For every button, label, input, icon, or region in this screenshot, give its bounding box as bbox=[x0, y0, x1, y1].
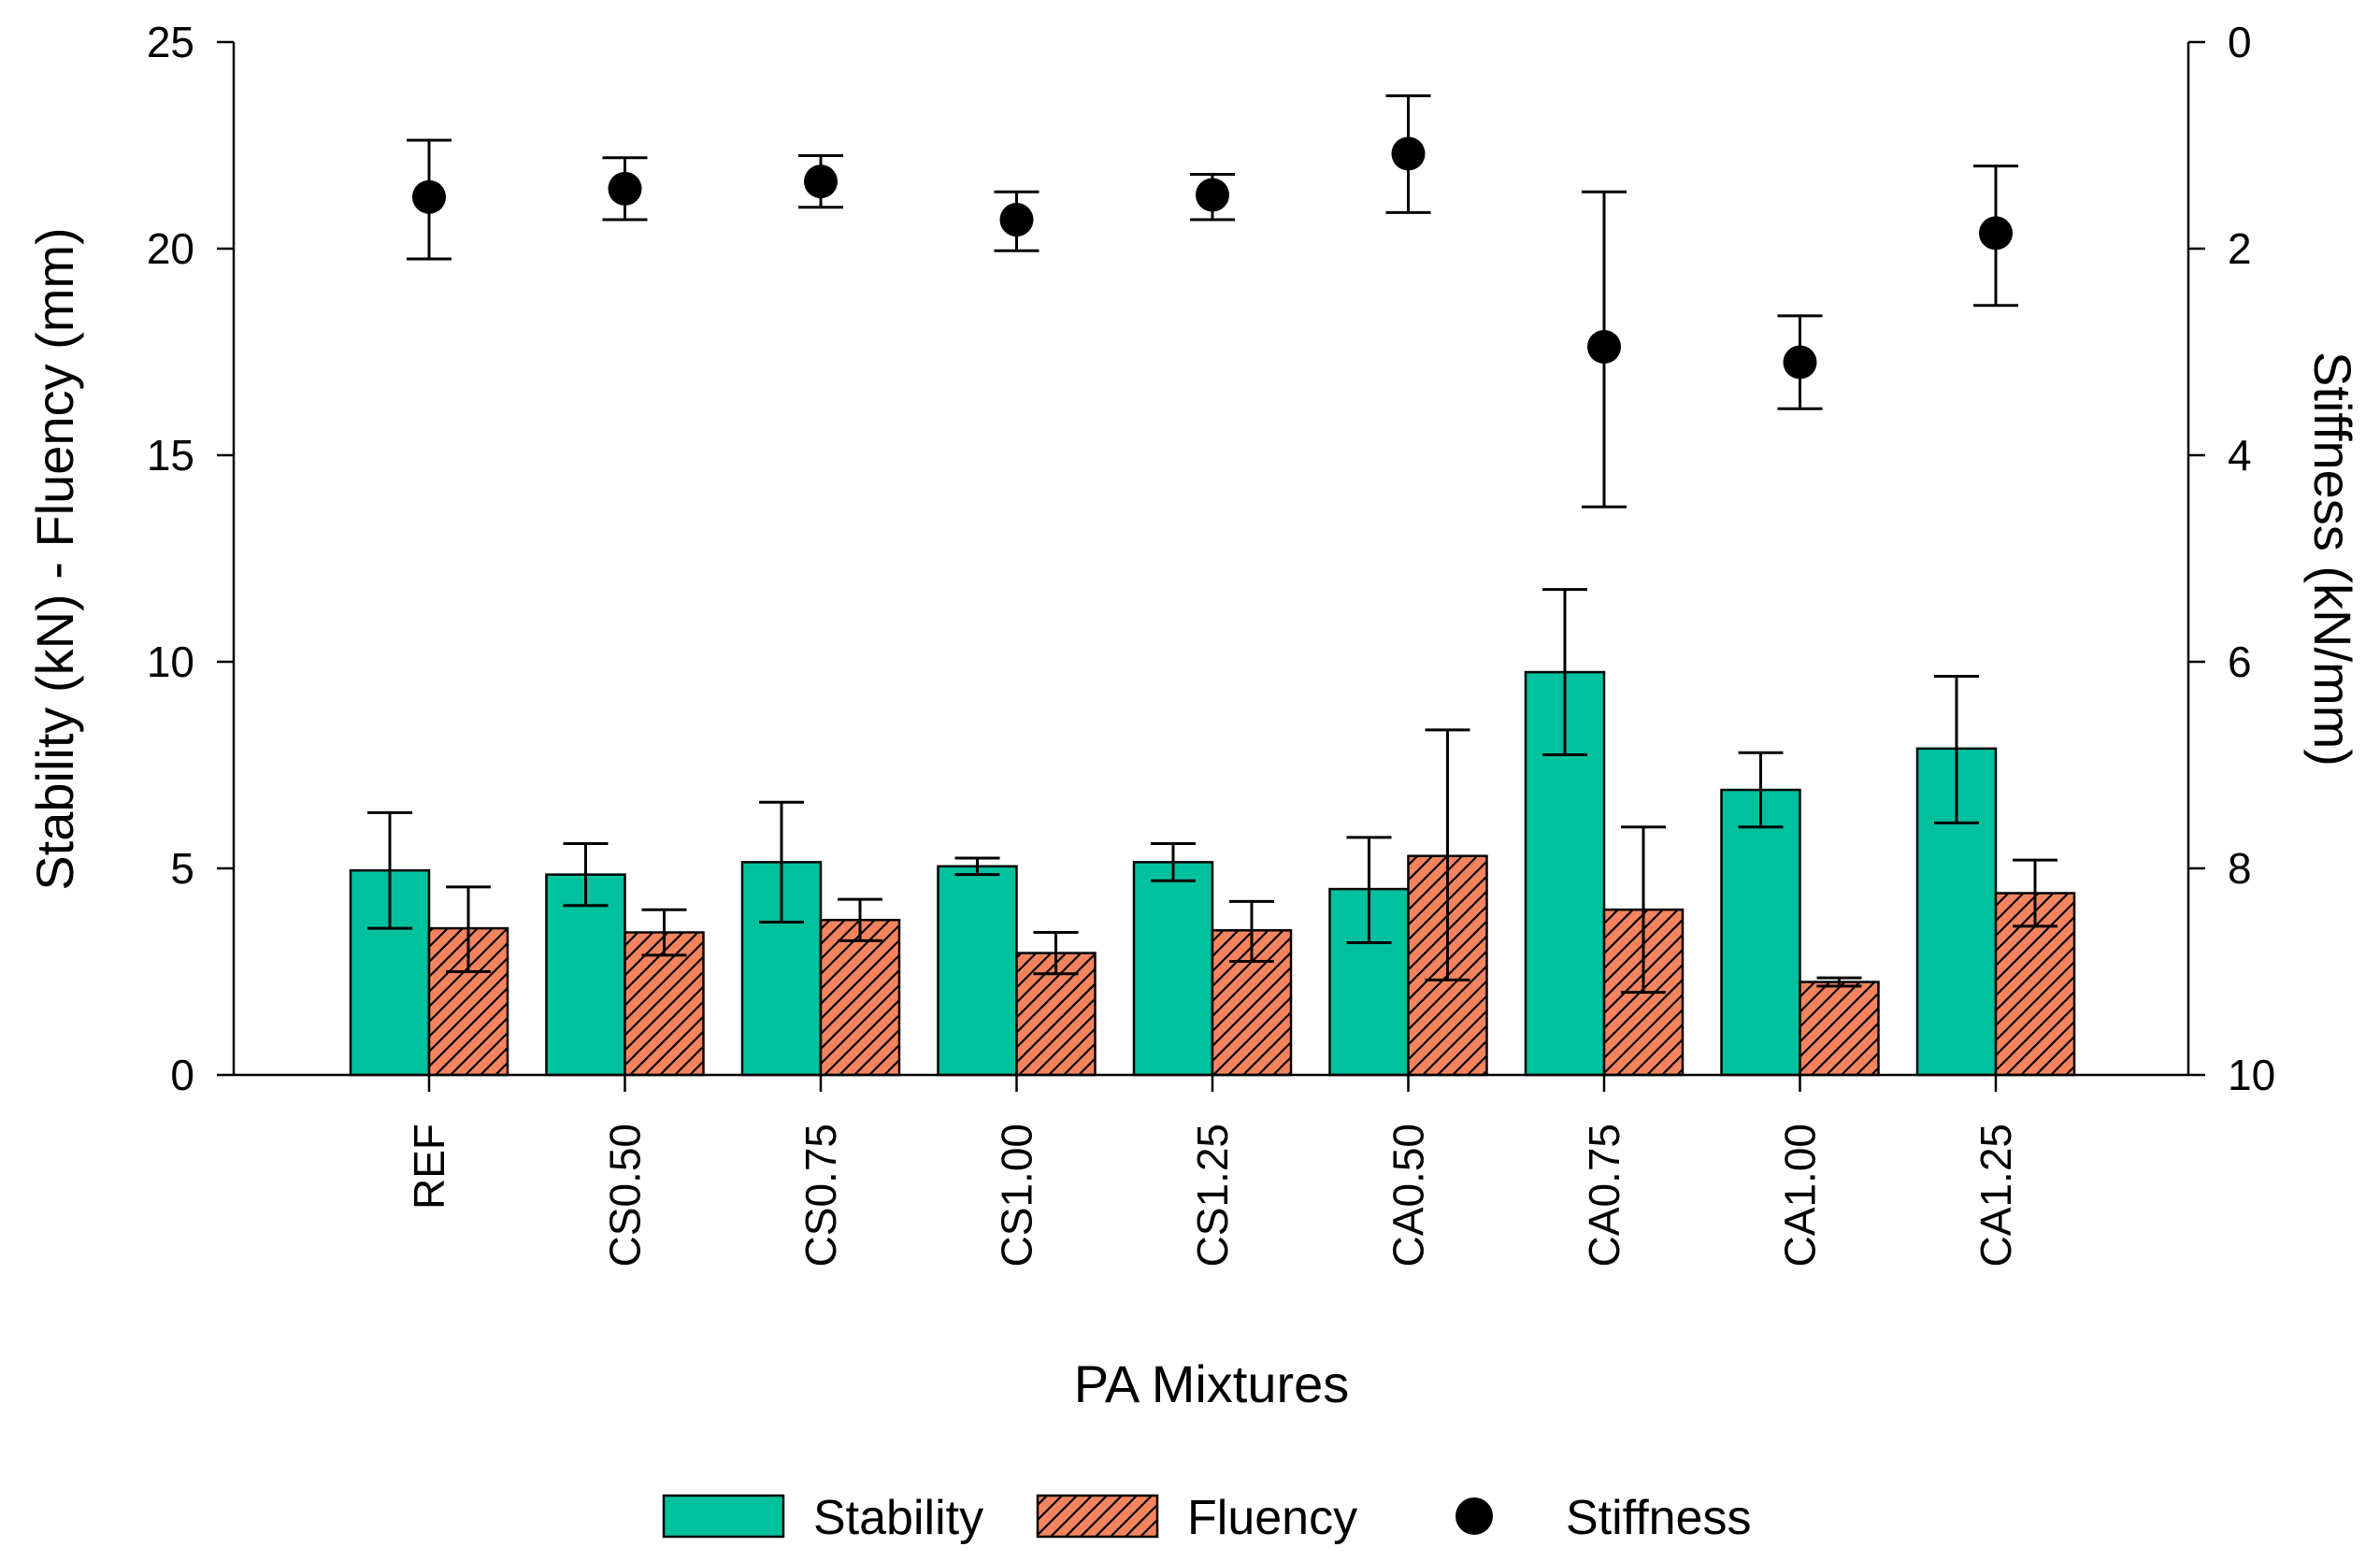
errorbar-stability-cs1-25 bbox=[1151, 841, 1196, 882]
errorbar-fluency-cs0-50 bbox=[641, 908, 687, 957]
right-tick-label-10: 10 bbox=[2228, 1051, 2275, 1099]
x-tick-label-cs0-75: CS0.75 bbox=[796, 1124, 845, 1267]
errorbar-stability-ca0-75 bbox=[1542, 588, 1587, 756]
x-tick-label-ref: REF bbox=[405, 1124, 453, 1210]
errorbar-fluency-ref bbox=[446, 885, 491, 973]
right-tick-label-6: 6 bbox=[2228, 637, 2252, 686]
legend-label-stability: Stability bbox=[813, 1491, 983, 1545]
errorbar-stability-cs0-75 bbox=[759, 800, 804, 924]
left-tick-label-25: 25 bbox=[147, 18, 194, 66]
left-axis-ticks: 0 5 10 15 20 25 bbox=[147, 18, 234, 1099]
legend-label-fluency: Fluency bbox=[1187, 1491, 1357, 1545]
point-stiffness-ref bbox=[412, 179, 446, 214]
point-stiffness-ca0-50 bbox=[1391, 136, 1426, 171]
x-tick-label-cs1-00: CS1.00 bbox=[993, 1124, 1041, 1267]
bar-stability-ca1-00 bbox=[1720, 788, 1801, 1077]
left-tick-label-10: 10 bbox=[147, 637, 194, 686]
errorbar-stability-ca1-25 bbox=[1934, 674, 1979, 824]
legend-label-stiffness: Stiffness bbox=[1566, 1491, 1751, 1545]
right-tick-label-8: 8 bbox=[2228, 844, 2252, 893]
right-tick-label-0: 0 bbox=[2228, 18, 2252, 66]
legend-marker-stiffness bbox=[1455, 1497, 1493, 1535]
errorbar-fluency-ca1-25 bbox=[2013, 858, 2057, 928]
point-stiffness-cs1-25 bbox=[1196, 178, 1229, 212]
errorbar-stability-cs0-50 bbox=[563, 841, 609, 908]
bars-layer bbox=[349, 670, 2076, 1077]
right-tick-label-2: 2 bbox=[2228, 224, 2252, 273]
bar-fluency-ca1-00 bbox=[1799, 981, 1880, 1077]
point-stiffness-ca0-75 bbox=[1587, 329, 1621, 364]
legend: Stability Fluency Stiffness bbox=[662, 1491, 1751, 1545]
right-tick-label-4: 4 bbox=[2228, 431, 2252, 480]
errorbar-fluency-cs1-25 bbox=[1229, 899, 1274, 963]
left-tick-label-5: 5 bbox=[170, 844, 194, 893]
bar-fluency-cs0-75 bbox=[819, 919, 901, 1077]
point-stiffness-cs1-00 bbox=[999, 203, 1034, 237]
legend-swatch-fluency bbox=[1036, 1494, 1159, 1539]
x-axis-title: PA Mixtures bbox=[1074, 1354, 1350, 1413]
errorbar-stability-cs1-00 bbox=[954, 856, 1000, 877]
right-axis-ticks: 0 2 4 6 8 10 bbox=[2188, 18, 2275, 1099]
bar-stability-cs1-00 bbox=[937, 865, 1018, 1077]
point-stiffness-cs0-75 bbox=[804, 165, 838, 199]
left-tick-label-15: 15 bbox=[147, 431, 194, 480]
errorbar-fluency-cs0-75 bbox=[838, 897, 882, 942]
errorbar-fluency-cs1-00 bbox=[1033, 931, 1079, 976]
errorbar-stability-ca1-00 bbox=[1738, 751, 1784, 829]
point-stiffness-ca1-25 bbox=[1979, 216, 2013, 251]
left-tick-label-0: 0 bbox=[170, 1051, 194, 1099]
x-tick-label-ca0-50: CA0.50 bbox=[1384, 1124, 1433, 1267]
left-tick-label-20: 20 bbox=[147, 224, 194, 273]
left-axis-title: Stability (kN) - Fluency (mm) bbox=[25, 227, 84, 890]
errorbar-stability-ca0-50 bbox=[1346, 836, 1392, 945]
point-stiffness-ca1-00 bbox=[1783, 345, 1817, 380]
bar-stability-cs1-25 bbox=[1132, 861, 1214, 1077]
error-bars-layer bbox=[367, 93, 2057, 995]
right-axis-title: Stiffness (kN/mm) bbox=[2303, 351, 2362, 766]
x-axis-ticks: REF CS0.50 CS0.75 CS1.00 CS1.25 CA0.50 CA0.75 C… bbox=[405, 1075, 2020, 1267]
errorbar-fluency-ca1-00 bbox=[1816, 976, 1862, 988]
x-tick-label-cs1-25: CS1.25 bbox=[1188, 1124, 1237, 1267]
errorbar-fluency-ca0-50 bbox=[1425, 728, 1470, 981]
bar-fluency-cs0-50 bbox=[624, 931, 705, 1077]
point-stiffness-cs0-50 bbox=[608, 171, 642, 206]
errorbar-stability-ref bbox=[367, 810, 412, 930]
x-tick-label-ca1-00: CA1.00 bbox=[1776, 1124, 1825, 1267]
errorbar-fluency-ca0-75 bbox=[1621, 825, 1666, 995]
x-tick-label-ca1-25: CA1.25 bbox=[1971, 1124, 2020, 1267]
plot-area bbox=[232, 42, 2190, 1077]
x-tick-label-cs0-50: CS0.50 bbox=[601, 1124, 650, 1267]
x-tick-label-ca0-75: CA0.75 bbox=[1580, 1124, 1628, 1267]
stiffness-points-layer bbox=[412, 136, 2013, 380]
legend-swatch-stability bbox=[662, 1494, 785, 1539]
